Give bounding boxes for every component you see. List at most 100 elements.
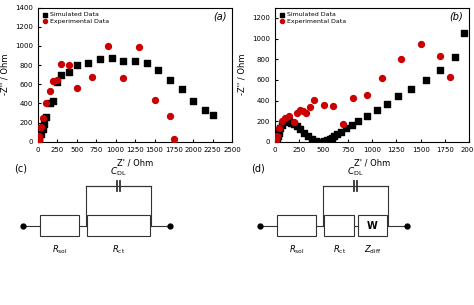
Simulated Data xyxy=(282,118,290,123)
Experimental Data xyxy=(39,115,47,120)
Simulated Data xyxy=(316,139,323,144)
Simulated Data xyxy=(276,126,284,131)
Experimental Data xyxy=(151,97,158,102)
Simulated Data xyxy=(272,139,279,144)
Experimental Data xyxy=(296,107,304,112)
Legend: Simulated Data, Experimental Data: Simulated Data, Experimental Data xyxy=(41,11,111,25)
Simulated Data xyxy=(42,114,49,119)
Experimental Data xyxy=(281,116,288,120)
Simulated Data xyxy=(37,132,45,137)
Simulated Data xyxy=(288,120,295,125)
Simulated Data xyxy=(143,61,151,66)
Simulated Data xyxy=(355,119,362,124)
Simulated Data xyxy=(35,139,42,144)
Experimental Data xyxy=(339,122,346,127)
Experimental Data xyxy=(36,134,43,138)
Legend: Simulated Data, Experimental Data: Simulated Data, Experimental Data xyxy=(278,11,348,25)
Experimental Data xyxy=(364,93,371,98)
Simulated Data xyxy=(278,122,285,127)
Experimental Data xyxy=(275,126,283,131)
Simulated Data xyxy=(131,59,139,64)
Experimental Data xyxy=(436,54,444,59)
Simulated Data xyxy=(108,56,116,61)
Bar xyxy=(358,215,387,236)
Simulated Data xyxy=(407,87,415,92)
Simulated Data xyxy=(274,133,282,138)
Experimental Data xyxy=(310,97,318,102)
Text: (a): (a) xyxy=(213,12,227,22)
Text: $R_\mathrm{sol}$: $R_\mathrm{sol}$ xyxy=(52,244,67,257)
Simulated Data xyxy=(337,129,345,134)
Simulated Data xyxy=(304,133,312,138)
Simulated Data xyxy=(330,133,338,138)
Experimental Data xyxy=(273,133,281,138)
Y-axis label: -Z'' / Ohm: -Z'' / Ohm xyxy=(0,54,9,95)
Experimental Data xyxy=(446,74,454,79)
Text: $R_\mathrm{ct}$: $R_\mathrm{ct}$ xyxy=(333,244,346,257)
Simulated Data xyxy=(39,127,46,132)
X-axis label: Z' / Ohm: Z' / Ohm xyxy=(354,158,390,167)
Simulated Data xyxy=(36,135,43,140)
Experimental Data xyxy=(291,120,298,125)
Experimental Data xyxy=(104,44,112,48)
Experimental Data xyxy=(417,41,424,46)
Simulated Data xyxy=(280,119,287,124)
Experimental Data xyxy=(397,57,405,62)
Simulated Data xyxy=(348,123,356,128)
Simulated Data xyxy=(35,138,43,143)
Simulated Data xyxy=(209,113,217,117)
Experimental Data xyxy=(73,86,81,91)
Simulated Data xyxy=(319,139,327,144)
Experimental Data xyxy=(293,110,301,115)
Simulated Data xyxy=(328,135,336,140)
Experimental Data xyxy=(37,125,45,130)
Text: $C_\mathrm{DL}$: $C_\mathrm{DL}$ xyxy=(347,165,364,178)
Simulated Data xyxy=(293,124,301,129)
Experimental Data xyxy=(378,75,386,80)
Simulated Data xyxy=(96,57,104,62)
Simulated Data xyxy=(85,61,92,66)
Experimental Data xyxy=(46,88,54,93)
Simulated Data xyxy=(300,130,308,135)
Experimental Data xyxy=(278,119,285,124)
Simulated Data xyxy=(190,98,197,103)
Y-axis label: -Z'' / Ohm: -Z'' / Ohm xyxy=(237,54,246,95)
Simulated Data xyxy=(73,63,81,68)
Experimental Data xyxy=(35,138,43,142)
Experimental Data xyxy=(119,75,127,80)
Experimental Data xyxy=(50,79,57,84)
Simulated Data xyxy=(308,136,316,141)
Simulated Data xyxy=(54,80,61,85)
Simulated Data xyxy=(324,138,331,143)
Simulated Data xyxy=(373,107,381,112)
Simulated Data xyxy=(40,121,48,126)
Bar xyxy=(87,215,150,236)
Experimental Data xyxy=(166,113,174,118)
Experimental Data xyxy=(57,62,65,66)
Simulated Data xyxy=(342,126,350,131)
Simulated Data xyxy=(57,72,65,77)
Experimental Data xyxy=(286,113,293,118)
Simulated Data xyxy=(201,108,209,113)
Text: (c): (c) xyxy=(14,163,27,173)
Simulated Data xyxy=(383,101,391,106)
Experimental Data xyxy=(319,102,327,107)
Simulated Data xyxy=(394,94,402,99)
Simulated Data xyxy=(436,67,444,72)
Simulated Data xyxy=(327,137,334,142)
Simulated Data xyxy=(119,59,127,64)
Text: $R_\mathrm{ct}$: $R_\mathrm{ct}$ xyxy=(112,244,125,257)
Experimental Data xyxy=(170,137,178,142)
Simulated Data xyxy=(364,113,371,118)
Simulated Data xyxy=(46,101,54,106)
Text: $R_\mathrm{sol}$: $R_\mathrm{sol}$ xyxy=(289,244,304,257)
Text: $C_\mathrm{DL}$: $C_\mathrm{DL}$ xyxy=(110,165,127,178)
Experimental Data xyxy=(272,139,279,144)
Bar xyxy=(324,215,355,236)
Experimental Data xyxy=(54,78,61,83)
Experimental Data xyxy=(135,45,143,49)
Experimental Data xyxy=(65,63,73,68)
Simulated Data xyxy=(275,130,283,135)
Simulated Data xyxy=(285,119,292,124)
Simulated Data xyxy=(312,138,319,143)
